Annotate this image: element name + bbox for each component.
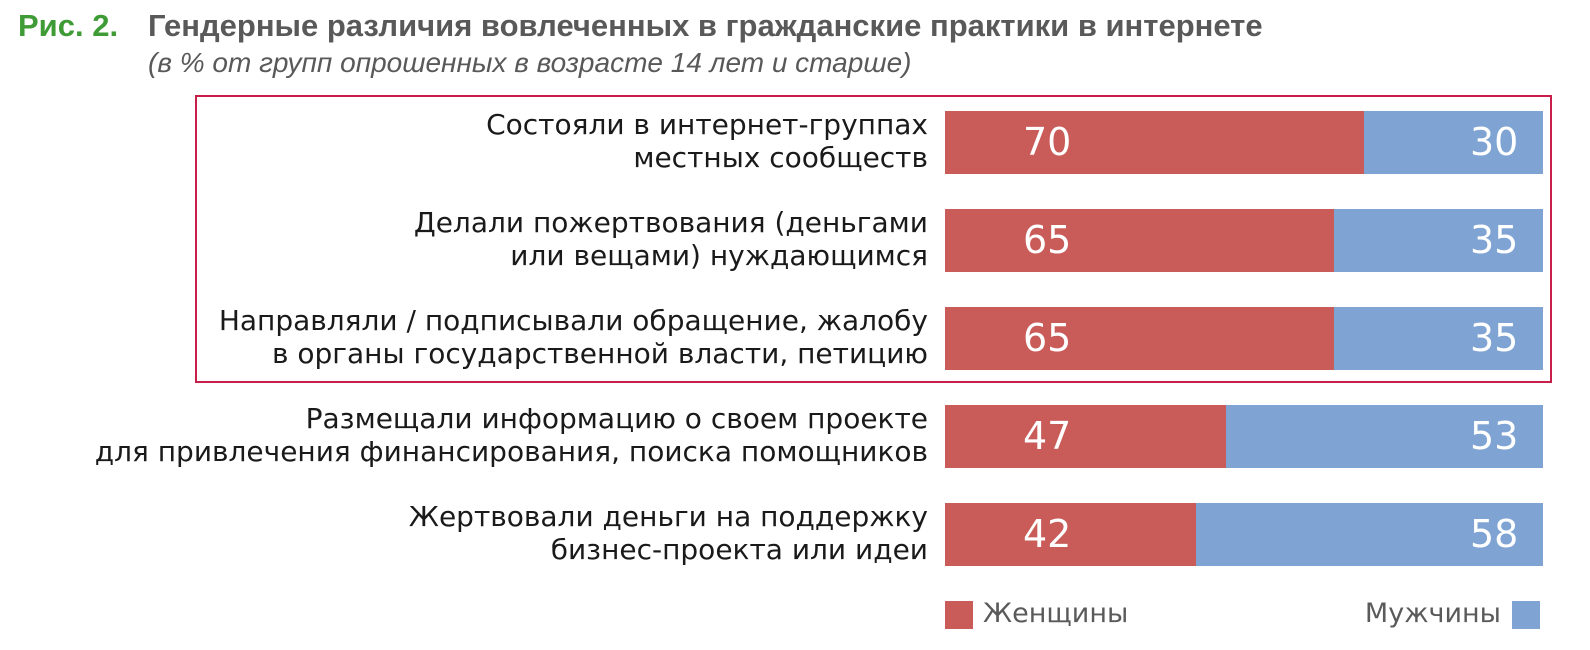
bar-women: [945, 209, 1334, 272]
row-label-line: Размещали информацию о своем проекте: [305, 402, 928, 435]
row-label-line: Жертвовали деньги на поддержку: [408, 500, 928, 533]
row-label-3: Размещали информацию о своем проекте для …: [28, 402, 928, 468]
row-label-line: в органы государственной власти, петицию: [272, 337, 928, 370]
legend-swatch-women: [945, 601, 973, 629]
row-label-line: бизнес-проекта или идеи: [550, 533, 928, 566]
bar-women: [945, 503, 1196, 566]
bar-men: [1364, 111, 1543, 174]
value-label-men: 30: [1470, 120, 1519, 164]
value-label-women: 65: [1023, 316, 1072, 360]
value-label-men: 35: [1470, 316, 1519, 360]
value-label-men: 53: [1470, 414, 1519, 458]
bar-women: [945, 111, 1364, 174]
bar-men: [1196, 503, 1543, 566]
legend-swatch-men: [1512, 601, 1540, 629]
figure-title: Гендерные различия вовлеченных в граждан…: [148, 8, 1263, 43]
bar-men: [1334, 307, 1543, 370]
value-label-women: 42: [1023, 512, 1072, 556]
bar-men: [1334, 209, 1543, 272]
value-label-women: 47: [1023, 414, 1072, 458]
row-label-line: Направляли / подписывали обращение, жало…: [218, 304, 928, 337]
row-label-line: для привлечения финансирования, поиска п…: [94, 435, 928, 468]
value-label-men: 58: [1470, 512, 1519, 556]
highlight-box: [195, 95, 1552, 383]
legend-label-men: Мужчины: [1364, 598, 1501, 629]
row-label-line: Состояли в интернет-группах: [486, 108, 928, 141]
legend-label-women: Женщины: [983, 598, 1129, 629]
figure-subtitle: (в % от групп опрошенных в возрасте 14 л…: [148, 47, 912, 78]
row-label-2: Направляли / подписывали обращение, жало…: [28, 304, 928, 370]
row-label-line: местных сообществ: [633, 141, 928, 174]
figure-number: Рис. 2.: [18, 8, 119, 43]
row-label-line: Делали пожертвования (деньгами: [413, 206, 928, 239]
row-label-line: или вещами) нуждающимся: [510, 239, 928, 272]
value-label-women: 70: [1023, 120, 1072, 164]
row-label-0: Состояли в интернет-группах местных сообщ…: [28, 108, 928, 174]
row-label-4: Жертвовали деньги на поддержку бизнес-про…: [28, 500, 928, 566]
value-label-women: 65: [1023, 218, 1072, 262]
bar-women: [945, 405, 1226, 468]
row-label-1: Делали пожертвования (деньгами или вещами…: [28, 206, 928, 272]
bar-men: [1226, 405, 1543, 468]
value-label-men: 35: [1470, 218, 1519, 262]
bar-women: [945, 307, 1334, 370]
